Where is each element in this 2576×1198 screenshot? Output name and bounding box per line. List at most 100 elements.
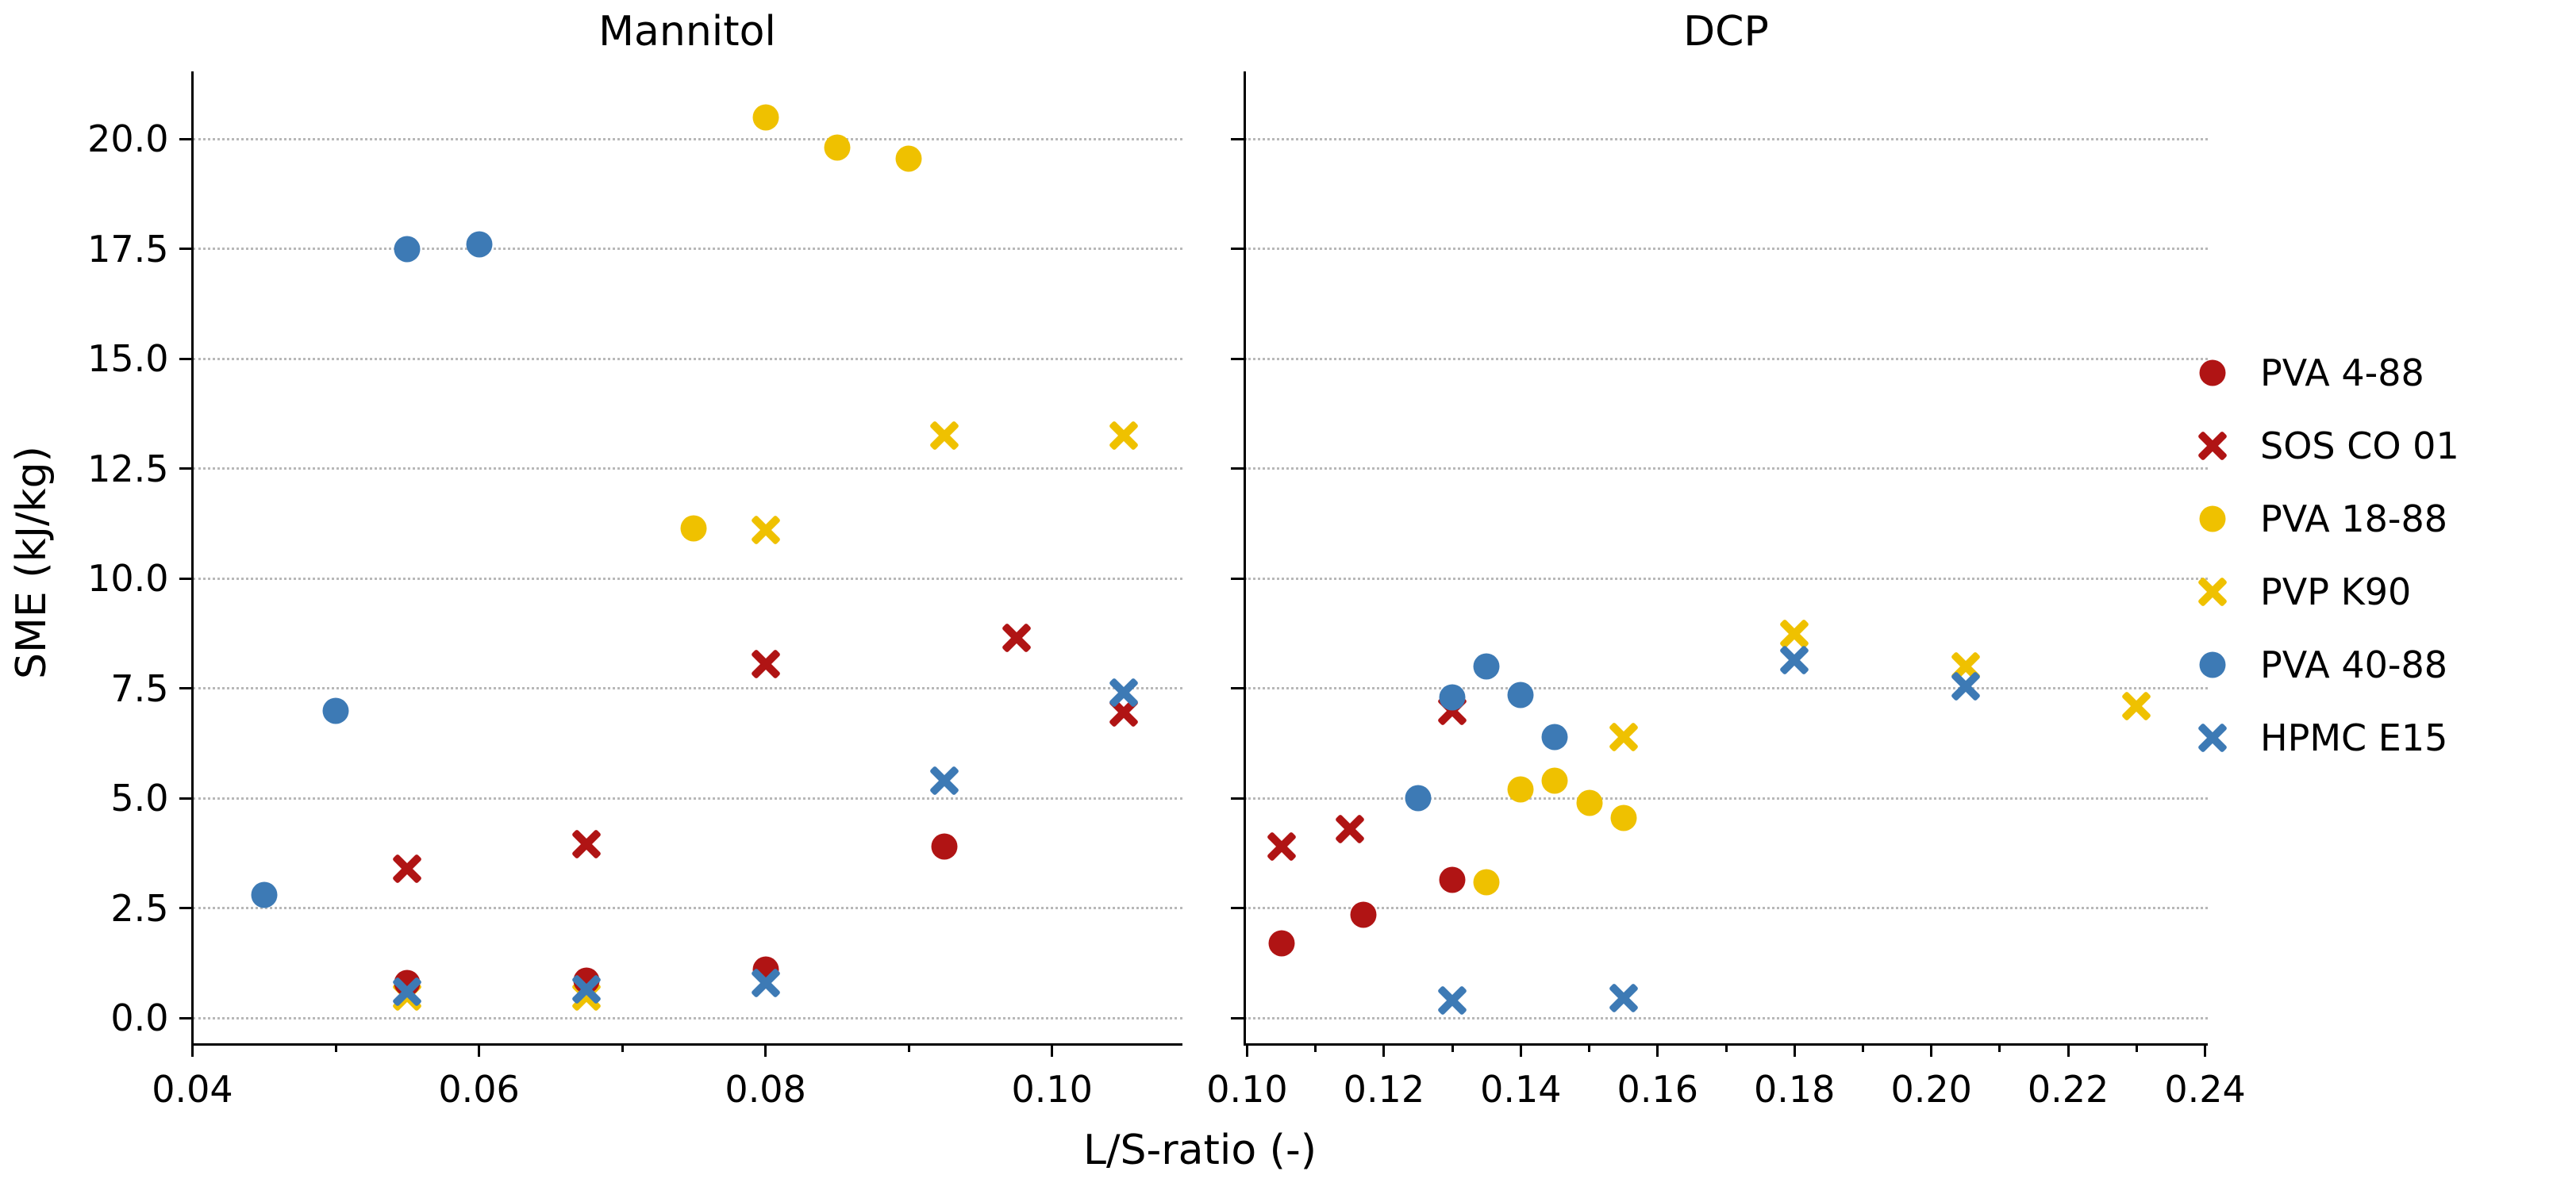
y-tick-label: 0.0 — [110, 996, 169, 1040]
y-tick-label: 17.5 — [87, 227, 169, 271]
data-point-marker-pva-18-88 — [1473, 869, 1500, 896]
x-tick-label: 0.10 — [1206, 1068, 1288, 1111]
legend-item-hpmc-e15: HPMC E15 — [2187, 701, 2459, 774]
y-tick-label: 7.5 — [110, 666, 169, 710]
y-tick-mark — [1231, 687, 1244, 690]
y-tick-mark — [179, 467, 192, 470]
gridline — [192, 248, 1182, 251]
y-tick-mark — [179, 907, 192, 910]
gridline — [192, 1016, 1182, 1019]
data-point-marker-pvp-k90 — [2120, 690, 2152, 722]
data-point-marker-sos-co-01 — [571, 828, 602, 860]
x-tick-label: 0.10 — [1011, 1068, 1093, 1111]
data-point-marker-sos-co-01 — [750, 648, 782, 680]
x-tick-mark — [1656, 1044, 1659, 1057]
y-axis-spine — [1243, 71, 1246, 1044]
x-tick-mark — [1930, 1044, 1933, 1057]
legend: PVA 4-88 SOS CO 01 PVA 18-88 PVP K90 PVA 40-… — [2187, 336, 2459, 774]
y-tick-mark — [1231, 797, 1244, 800]
x-minor-tick-mark — [1861, 1044, 1864, 1052]
legend-label: SOS CO 01 — [2260, 424, 2459, 467]
gridline — [1244, 248, 2208, 251]
legend-item-sos-co-01: SOS CO 01 — [2187, 409, 2459, 482]
data-point-marker-pvp-k90 — [1608, 721, 1640, 753]
x-minor-tick-mark — [1451, 1044, 1454, 1052]
data-point-marker-hpmc-e15 — [1436, 985, 1468, 1016]
legend-label: PVP K90 — [2260, 570, 2412, 613]
x-tick-mark — [1051, 1044, 1054, 1057]
x-tick-mark — [764, 1044, 767, 1057]
legend-item-pva-40-88: PVA 40-88 — [2187, 628, 2459, 701]
data-point-marker-pva-40-88 — [1507, 682, 1534, 708]
legend-circle-marker-icon — [2187, 357, 2238, 389]
data-point-marker-pva-18-88 — [1610, 804, 1637, 831]
data-point-marker-pva-40-88 — [394, 236, 421, 263]
gridline — [1244, 907, 2208, 910]
x-minor-tick-mark — [1314, 1044, 1317, 1052]
panel-title-mannitol: Mannitol — [598, 8, 776, 56]
gridline — [1244, 797, 2208, 800]
data-point-marker-pva-18-88 — [824, 134, 851, 161]
gridline — [192, 357, 1182, 360]
legend-item-pvp-k90: PVP K90 — [2187, 555, 2459, 628]
y-tick-mark — [1231, 248, 1244, 251]
y-tick-mark — [179, 1016, 192, 1019]
y-tick-mark — [1231, 137, 1244, 140]
data-point-marker-pva-18-88 — [1576, 789, 1603, 816]
data-point-marker-hpmc-e15 — [1108, 677, 1140, 708]
data-point-marker-sos-co-01 — [1266, 831, 1298, 862]
y-tick-mark — [179, 137, 192, 140]
data-point-marker-pva-18-88 — [1541, 767, 1568, 794]
x-minor-tick-mark — [1724, 1044, 1728, 1052]
gridline — [192, 907, 1182, 910]
x-tick-mark — [1793, 1044, 1796, 1057]
data-point-marker-pva-18-88 — [680, 515, 707, 542]
x-icon — [2197, 576, 2228, 608]
gridline — [192, 797, 1182, 800]
panel-title-dcp: DCP — [1683, 8, 1769, 56]
y-tick-mark — [179, 357, 192, 360]
x-tick-label: 0.12 — [1343, 1068, 1425, 1111]
x-tick-label: 0.14 — [1480, 1068, 1562, 1111]
data-point-marker-pva-4-88 — [1268, 930, 1295, 957]
x-axis-label: L/S-ratio (-) — [1082, 1127, 1317, 1174]
legend-circle-marker-icon — [2187, 649, 2238, 681]
legend-circle-marker-icon — [2187, 503, 2238, 535]
x-tick-mark — [1519, 1044, 1522, 1057]
data-point-marker-hpmc-e15 — [1778, 644, 1810, 676]
data-point-marker-sos-co-01 — [1334, 813, 1366, 845]
x-tick-mark — [2067, 1044, 2070, 1057]
x-tick-label: 0.18 — [1754, 1068, 1836, 1111]
gridline — [1244, 577, 2208, 580]
x-minor-tick-mark — [334, 1044, 337, 1052]
x-tick-mark — [1382, 1044, 1386, 1057]
data-point-marker-pva-18-88 — [895, 145, 922, 172]
x-tick-label: 0.04 — [152, 1068, 233, 1111]
y-tick-mark — [179, 248, 192, 251]
data-point-marker-pva-4-88 — [931, 833, 958, 860]
data-point-marker-hpmc-e15 — [571, 973, 602, 1005]
y-tick-mark — [1231, 357, 1244, 360]
gridline — [192, 577, 1182, 580]
legend-item-pva-18-88: PVA 18-88 — [2187, 482, 2459, 555]
data-point-marker-pva-40-88 — [322, 697, 349, 724]
gridline — [192, 467, 1182, 470]
data-point-marker-hpmc-e15 — [929, 765, 960, 797]
data-point-marker-pva-40-88 — [1541, 724, 1568, 751]
data-point-marker-pva-18-88 — [752, 104, 779, 131]
legend-x-marker-icon — [2187, 576, 2238, 608]
y-tick-label: 10.0 — [87, 557, 169, 601]
data-point-marker-pva-40-88 — [251, 881, 278, 908]
x-minor-tick-mark — [621, 1044, 624, 1052]
y-tick-mark — [179, 797, 192, 800]
data-point-marker-hpmc-e15 — [750, 967, 782, 999]
x-tick-mark — [2204, 1044, 2207, 1057]
x-minor-tick-mark — [907, 1044, 910, 1052]
data-point-marker-pva-40-88 — [1405, 785, 1432, 812]
circle-icon — [2199, 359, 2226, 386]
legend-label: HPMC E15 — [2260, 716, 2448, 759]
x-tick-mark — [1245, 1044, 1248, 1057]
data-point-marker-hpmc-e15 — [1950, 670, 1982, 702]
legend-label: PVA 4-88 — [2260, 351, 2424, 394]
